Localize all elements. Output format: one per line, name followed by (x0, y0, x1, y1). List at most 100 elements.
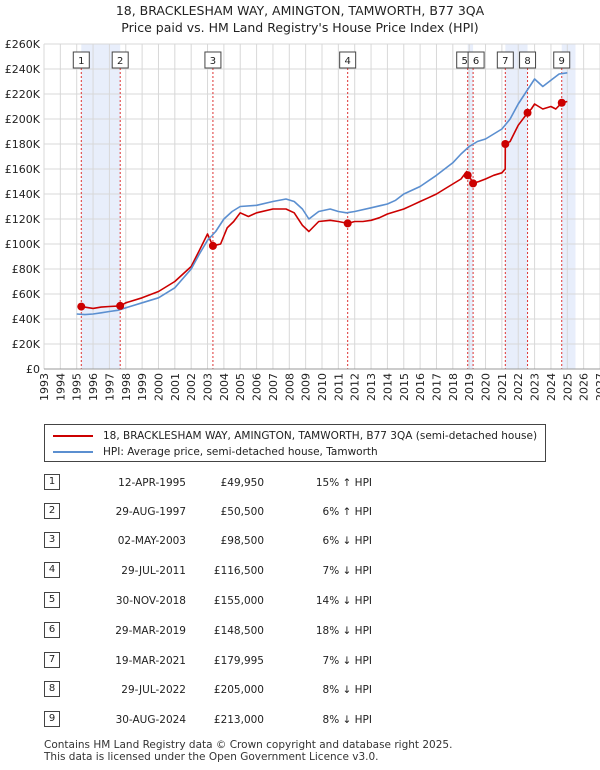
sale-date: 30-NOV-2018 (115, 595, 186, 607)
x-tick-label: 2020 (480, 373, 493, 401)
sale-label-box (553, 51, 571, 69)
series-lines (76, 72, 568, 316)
table-row: 7 19-MAR-2021 £179,995 7% ↓ HPI (44, 652, 564, 672)
x-tick-label: 1993 (38, 373, 51, 401)
legend-label-property: 18, BRACKLESHAM WAY, AMINGTON, TAMWORTH,… (103, 430, 538, 442)
x-tick-label: 2014 (381, 373, 394, 401)
chart-title: 18, BRACKLESHAM WAY, AMINGTON, TAMWORTH,… (115, 3, 485, 18)
legend: 18, BRACKLESHAM WAY, AMINGTON, TAMWORTH,… (44, 424, 546, 462)
sale-point (469, 179, 478, 188)
sale-hpi-diff: 6% ↑ HPI (322, 506, 372, 518)
sale-label-box (496, 51, 514, 69)
footer-copyright: Contains HM Land Registry data © Crown c… (44, 739, 453, 751)
sale-number-badge: 6 (44, 622, 60, 638)
x-tick-label: 2013 (365, 373, 378, 401)
x-tick-label: 2011 (332, 373, 345, 401)
x-tick-label: 2023 (529, 373, 542, 401)
y-tick-label: £200K (5, 113, 41, 126)
x-tick-label: 1998 (120, 373, 133, 401)
sale-point (77, 302, 86, 311)
sale-number-badge: 9 (44, 711, 60, 727)
shaded-interval (467, 44, 474, 369)
y-tick-label: £100K (5, 238, 41, 251)
sale-label-number: 3 (210, 56, 216, 67)
sale-date: 29-JUL-2011 (121, 565, 186, 577)
y-tick-label: £0 (26, 363, 40, 376)
x-tick-label: 2005 (234, 373, 247, 401)
x-tick-label: 1994 (54, 373, 67, 401)
x-tick-label: 2010 (316, 373, 329, 401)
sale-price: £179,995 (213, 655, 264, 667)
sale-hpi-diff: 6% ↓ HPI (322, 535, 372, 547)
legend-label-hpi: HPI: Average price, semi-detached house,… (103, 446, 378, 458)
sale-period-shading (81, 44, 576, 369)
x-tick-label: 2000 (152, 373, 165, 401)
x-tick-label: 1997 (103, 373, 116, 401)
x-tick-label: 1999 (136, 373, 149, 401)
sale-date: 30-AUG-2024 (115, 714, 186, 726)
x-tick-label: 2025 (561, 373, 574, 401)
sale-point (557, 98, 566, 107)
sale-price: £116,500 (213, 565, 264, 577)
sale-label-number: 6 (473, 56, 479, 67)
x-tick-label: 1995 (71, 373, 84, 401)
sale-hpi-diff: 8% ↓ HPI (322, 714, 372, 726)
sale-number-badge: 2 (44, 503, 60, 519)
sale-hpi-diff: 18% ↓ HPI (315, 625, 372, 637)
y-tick-label: £160K (5, 163, 41, 176)
y-tick-label: £260K (5, 38, 41, 51)
shaded-interval (505, 44, 528, 369)
x-tick-label: 2004 (218, 373, 231, 401)
x-tick-label: 2026 (578, 373, 591, 401)
shaded-interval (81, 44, 121, 369)
chart-subtitle: Price paid vs. HM Land Registry's House … (121, 20, 479, 35)
sale-label-number: 8 (524, 56, 530, 67)
y-tick-label: £220K (5, 88, 41, 101)
x-tick-label: 1996 (87, 373, 100, 401)
sale-point (343, 219, 352, 228)
x-tick-label: 2002 (185, 373, 198, 401)
sale-label-number: 7 (502, 56, 508, 67)
sale-point (116, 301, 125, 310)
sale-price: £148,500 (213, 625, 264, 637)
x-tick-label: 2024 (545, 373, 558, 401)
x-tick-label: 2012 (349, 373, 362, 401)
hpi-line-swatch (53, 451, 93, 453)
sale-label-box (339, 51, 357, 69)
sale-label-number: 1 (78, 56, 84, 67)
sale-point (501, 140, 510, 149)
y-tick-label: £60K (12, 288, 41, 301)
sale-hpi-diff: 7% ↓ HPI (322, 655, 372, 667)
y-tick-label: £40K (12, 313, 41, 326)
sale-price: £49,950 (220, 477, 264, 489)
table-row: 8 29-JUL-2022 £205,000 8% ↓ HPI (44, 681, 564, 701)
x-tick-label: 2015 (398, 373, 411, 401)
sale-label-number: 4 (344, 56, 350, 67)
x-tick-label: 2022 (512, 373, 525, 401)
sale-hpi-diff: 7% ↓ HPI (322, 565, 372, 577)
sale-number-badge: 1 (44, 474, 60, 490)
table-row: 9 30-AUG-2024 £213,000 8% ↓ HPI (44, 711, 564, 731)
sale-markers (77, 98, 566, 311)
x-tick-label: 2001 (169, 373, 182, 401)
x-tick-label: 2021 (496, 373, 509, 401)
x-tick-label: 2018 (447, 373, 460, 401)
sale-date: 12-APR-1995 (118, 477, 186, 489)
sale-label-number: 9 (559, 56, 565, 67)
x-tick-label: 2009 (300, 373, 313, 401)
table-row: 6 29-MAR-2019 £148,500 18% ↓ HPI (44, 622, 564, 642)
sale-label-number: 2 (117, 56, 123, 67)
sale-point (463, 171, 472, 180)
y-tick-label: £140K (5, 188, 41, 201)
y-tick-label: £20K (12, 338, 41, 351)
sale-number-badge: 5 (44, 592, 60, 608)
y-tick-label: £180K (5, 138, 41, 151)
sale-hpi-diff: 14% ↓ HPI (315, 595, 372, 607)
x-tick-label: 2027 (594, 373, 600, 401)
sale-hpi-diff: 8% ↓ HPI (322, 684, 372, 696)
price-chart: £0 £20K £40K £60K £80K £100K £120K £140K £160K £1… (5, 38, 600, 401)
legend-item-hpi: HPI: Average price, semi-detached house,… (53, 444, 378, 460)
sale-price: £213,000 (213, 714, 264, 726)
sale-hpi-diff: 15% ↑ HPI (315, 477, 372, 489)
sale-price: £98,500 (220, 535, 264, 547)
